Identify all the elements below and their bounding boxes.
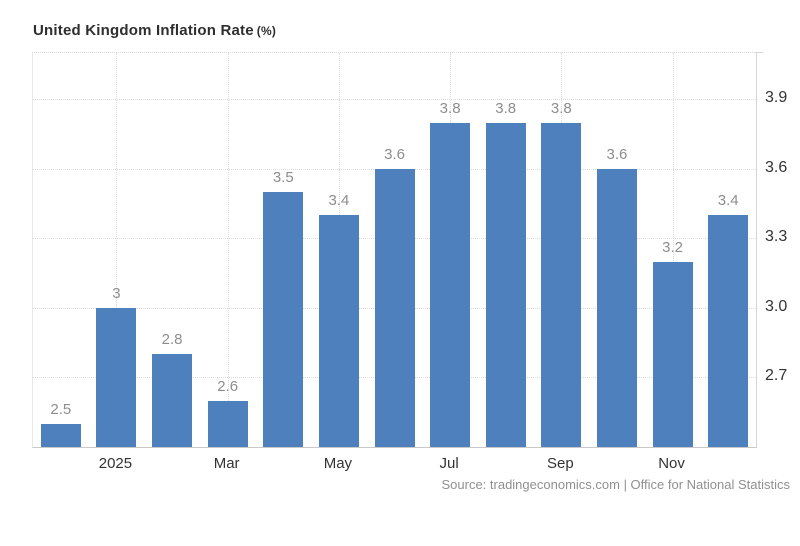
y-tick-label: 2.7 xyxy=(765,367,788,385)
bar-value-label: 3.2 xyxy=(662,238,683,256)
bar[interactable] xyxy=(318,215,359,447)
bar[interactable] xyxy=(541,122,582,447)
y-tick-label: 3.9 xyxy=(765,89,788,107)
bar[interactable] xyxy=(207,400,248,447)
bar[interactable] xyxy=(596,168,637,447)
h-gridline xyxy=(33,99,756,101)
y-tick-label: 3.3 xyxy=(765,228,788,246)
source-attribution: Source: tradingeconomics.com | Office fo… xyxy=(441,477,790,492)
bar[interactable] xyxy=(430,122,471,447)
bar-value-label: 3.6 xyxy=(384,145,405,163)
bar-value-label: 3.5 xyxy=(272,169,294,187)
bar-value-label: 2.8 xyxy=(161,331,183,349)
plot-area: 2.5 3 2.8 2.6 3.5 3.4 3.6 3.8 3.8 3.8 3.6 3.2 3.4 xyxy=(32,52,757,448)
bar[interactable] xyxy=(263,192,304,447)
bar-value-label: 3.4 xyxy=(328,192,350,210)
bar-value-label: 3.8 xyxy=(495,99,517,117)
v-gridline xyxy=(672,53,674,447)
x-tick-label: Mar xyxy=(213,455,240,472)
v-gridline xyxy=(116,53,118,447)
bar-value-label: 2.6 xyxy=(217,377,239,395)
x-tick-label: Sep xyxy=(546,455,574,472)
bar[interactable] xyxy=(96,307,137,447)
x-tick-label: Jul xyxy=(439,455,459,472)
y-tick-label: 3.0 xyxy=(765,297,788,315)
chart-title: United Kingdom Inflation Rate (%) xyxy=(33,22,276,39)
x-tick-label: 2025 xyxy=(98,455,133,472)
bar[interactable] xyxy=(152,354,193,447)
bar[interactable] xyxy=(485,122,526,447)
chart-title-unit: (%) xyxy=(256,24,277,38)
v-gridline xyxy=(227,53,229,447)
y-tick-label: 3.6 xyxy=(765,158,788,176)
bar[interactable] xyxy=(374,168,415,447)
bar-value-label: 3.4 xyxy=(717,192,739,210)
bar[interactable] xyxy=(652,261,693,447)
bar-value-label: 3.8 xyxy=(550,99,572,117)
bar-value-label: 2.5 xyxy=(50,400,72,418)
chart-title-text: United Kingdom Inflation Rate xyxy=(33,22,254,39)
bar[interactable] xyxy=(40,423,81,447)
bar-value-label: 3.8 xyxy=(439,99,461,117)
bar-value-label: 3 xyxy=(112,284,121,302)
x-tick-label: Nov xyxy=(658,455,685,472)
bar[interactable] xyxy=(708,215,749,447)
axis-top-tick xyxy=(755,52,763,53)
bar-value-label: 3.6 xyxy=(606,145,628,163)
x-tick-label: May xyxy=(323,455,353,472)
